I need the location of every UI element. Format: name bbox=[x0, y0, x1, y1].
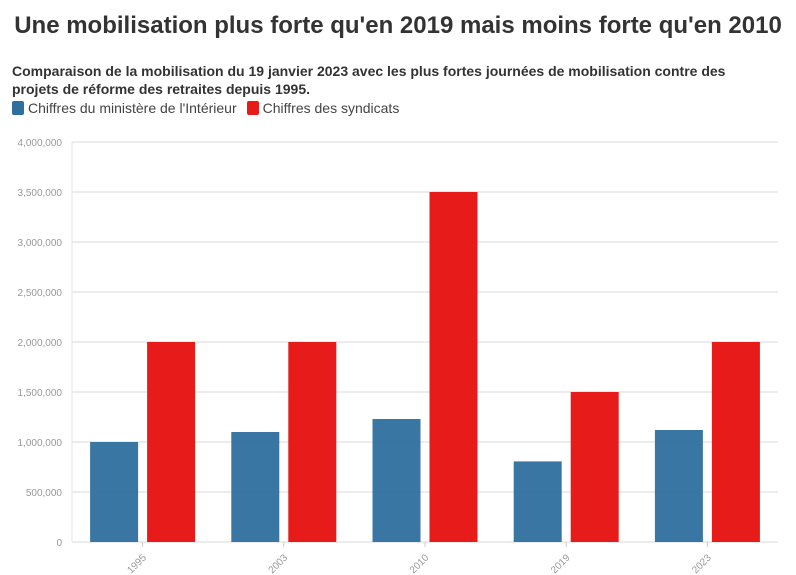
legend-swatch bbox=[246, 101, 259, 115]
y-tick-label: 2,500,000 bbox=[18, 288, 63, 299]
legend-label: Chiffres des syndicats bbox=[262, 100, 400, 116]
y-tick-label: 3,000,000 bbox=[18, 238, 63, 249]
x-tick-label: 2023 bbox=[690, 552, 714, 575]
legend: Chiffres du ministère de l'Intérieur Chi… bbox=[12, 100, 399, 116]
bar-syndicats-2023[interactable] bbox=[711, 342, 760, 542]
y-tick-label: 0 bbox=[56, 538, 62, 549]
bar-syndicats-2019[interactable] bbox=[570, 392, 619, 542]
legend-swatch bbox=[12, 101, 24, 115]
bar-interieur-2003[interactable] bbox=[231, 432, 280, 542]
legend-item-interieur[interactable]: Chiffres du ministère de l'Intérieur bbox=[12, 100, 237, 116]
y-tick-label: 4,000,000 bbox=[18, 138, 63, 149]
x-tick-label: 2019 bbox=[549, 552, 573, 575]
y-tick-label: 2,000,000 bbox=[18, 338, 63, 349]
legend-label: Chiffres du ministère de l'Intérieur bbox=[28, 100, 237, 116]
bar-interieur-2010[interactable] bbox=[372, 419, 421, 542]
legend-item-syndicats[interactable]: Chiffres des syndicats bbox=[246, 100, 400, 116]
y-tick-label: 500,000 bbox=[26, 488, 63, 499]
x-tick-label: 1995 bbox=[125, 552, 149, 575]
bar-interieur-2023[interactable] bbox=[654, 430, 703, 542]
bar-syndicats-1995[interactable] bbox=[147, 342, 196, 542]
bar-interieur-2019[interactable] bbox=[513, 461, 562, 542]
y-tick-label: 3,500,000 bbox=[18, 188, 63, 199]
bar-syndicats-2010[interactable] bbox=[429, 192, 478, 542]
y-tick-label: 1,500,000 bbox=[18, 388, 63, 399]
bar-syndicats-2003[interactable] bbox=[288, 342, 337, 542]
x-tick-label: 2010 bbox=[408, 552, 432, 575]
chart-title: Une mobilisation plus forte qu'en 2019 m… bbox=[14, 12, 782, 39]
x-tick-label: 2003 bbox=[267, 552, 291, 575]
bar-interieur-1995[interactable] bbox=[90, 442, 139, 542]
y-tick-label: 1,000,000 bbox=[18, 438, 63, 449]
chart-subtitle: Comparaison de la mobilisation du 19 jan… bbox=[12, 63, 726, 97]
